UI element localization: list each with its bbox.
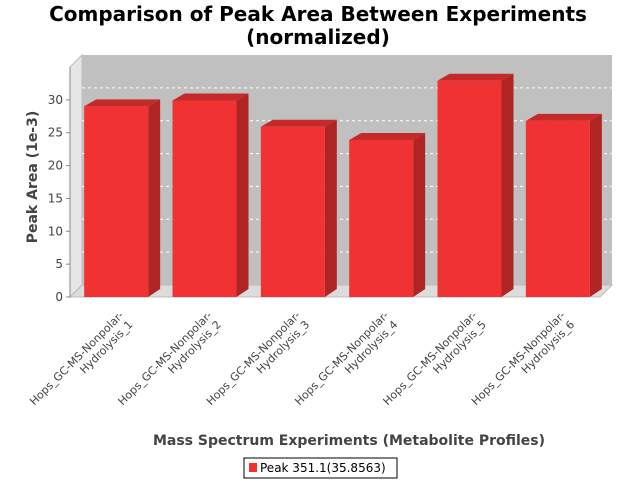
y-tick-label: 15 [48,191,63,205]
y-tick-label: 10 [48,224,63,238]
bar-front [437,80,502,297]
bar-front [172,100,237,297]
bar [84,99,161,297]
bar-front [260,126,325,297]
gridlines [82,87,612,253]
bar-side [413,132,426,297]
bar [349,132,426,297]
bar-side [589,113,602,297]
bar [172,93,249,297]
bar [260,119,337,297]
bar-side [324,119,337,297]
plot-left-wall [69,53,83,299]
bar [525,113,602,297]
x-tick-label-line: Hops_GC-MS-Nonpolar- [27,309,126,408]
legend: Peak 351.1(35.8563) [243,457,398,479]
bar-side [236,93,249,297]
bar-top [172,93,249,101]
chart-title: Comparison of Peak Area Between Experime… [49,2,587,49]
bar-top [437,73,514,81]
legend-box [243,457,398,479]
bar [437,73,514,297]
chart-title-line-1: Comparison of Peak Area Between Experime… [49,2,587,26]
legend-entry: Peak 351.1(35.8563) [260,461,386,475]
x-axis-title: Mass Spectrum Experiments (Metabolite Pr… [153,433,545,449]
y-tick-label: 5 [55,257,63,271]
bar-front [349,139,414,297]
bar-top [525,113,602,121]
y-axis: 0 5 10 15 20 25 30 [48,67,71,304]
plot-back-wall [82,55,612,285]
bar-top [84,99,161,107]
y-tick-label: 20 [48,159,63,173]
bar-side [501,73,514,297]
y-tick-label: 25 [48,126,63,140]
chart-title-line-2: (normalized) [246,25,390,49]
bar-top [260,119,337,127]
bar-front [84,106,149,297]
y-axis-title: Peak Area (1e-3) [25,111,41,244]
x-axis-tick-labels: Hops_GC-MS-Nonpolar-Hydrolysis_1Hops_GC-… [27,309,577,408]
bar-side [148,99,161,297]
bar-front [525,120,590,297]
bar-top [349,132,426,140]
y-tick-label: 30 [48,93,63,107]
legend-swatch [249,463,257,472]
y-tick-label: 0 [55,290,63,304]
bars [84,73,602,297]
